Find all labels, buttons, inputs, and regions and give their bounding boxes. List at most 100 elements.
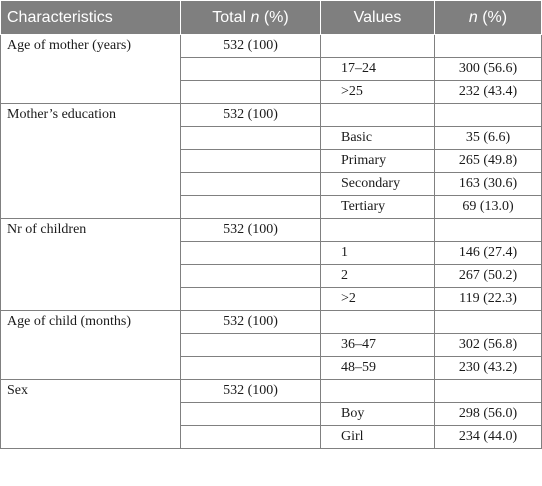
characteristic-cell-empty	[0, 172, 181, 196]
characteristic-cell-empty	[0, 241, 181, 265]
value-cell: >2	[320, 287, 435, 311]
characteristic-cell: Age of child (months)	[0, 310, 181, 334]
total-cell: 532 (100)	[180, 34, 321, 58]
n-cell: 298 (56.0)	[434, 402, 542, 426]
table-row: 36–47 302 (56.8)	[0, 333, 542, 357]
total-cell-empty	[180, 287, 321, 311]
total-cell: 532 (100)	[180, 218, 321, 242]
n-cell: 267 (50.2)	[434, 264, 542, 288]
value-cell: 48–59	[320, 356, 435, 380]
characteristic-cell-empty	[0, 149, 181, 173]
n-cell: 234 (44.0)	[434, 425, 542, 449]
characteristic-cell-empty	[0, 126, 181, 150]
characteristic-cell-empty	[0, 287, 181, 311]
total-cell-empty	[180, 195, 321, 219]
characteristic-cell: Nr of children	[0, 218, 181, 242]
characteristics-table: Characteristics Total n (%) Values n (%)…	[0, 0, 542, 449]
characteristic-cell-empty	[0, 195, 181, 219]
header-total-prefix: Total	[212, 8, 251, 26]
n-cell: 232 (43.4)	[434, 80, 542, 104]
characteristic-cell-empty	[0, 425, 181, 449]
value-cell: 36–47	[320, 333, 435, 357]
header-values: Values	[320, 0, 435, 35]
n-cell-empty	[434, 34, 542, 58]
n-cell-empty	[434, 379, 542, 403]
n-cell-empty	[434, 310, 542, 334]
total-cell-empty	[180, 264, 321, 288]
total-cell: 532 (100)	[180, 103, 321, 127]
header-n-label: n	[468, 8, 478, 26]
n-cell-empty	[434, 103, 542, 127]
total-cell-empty	[180, 333, 321, 357]
table-row: 1 146 (27.4)	[0, 241, 542, 265]
table-row: Nr of children 532 (100)	[0, 218, 542, 242]
total-cell-empty	[180, 356, 321, 380]
table-row: Sex 532 (100)	[0, 379, 542, 403]
characteristic-cell-empty	[0, 333, 181, 357]
value-cell: 17–24	[320, 57, 435, 81]
characteristic-cell: Sex	[0, 379, 181, 403]
characteristic-cell-empty	[0, 264, 181, 288]
header-total: Total n (%)	[180, 0, 321, 35]
value-cell: Tertiary	[320, 195, 435, 219]
value-cell-empty	[320, 103, 435, 127]
characteristic-cell: Mother’s education	[0, 103, 181, 127]
table-row: >25 232 (43.4)	[0, 80, 542, 104]
table-row: Basic 35 (6.6)	[0, 126, 542, 150]
table-row: Age of child (months) 532 (100)	[0, 310, 542, 334]
characteristic-cell: Age of mother (years)	[0, 34, 181, 58]
table-row: 17–24 300 (56.6)	[0, 57, 542, 81]
n-cell: 119 (22.3)	[434, 287, 542, 311]
table-row: Boy 298 (56.0)	[0, 402, 542, 426]
value-cell-empty	[320, 218, 435, 242]
n-cell: 302 (56.8)	[434, 333, 542, 357]
value-cell-empty	[320, 379, 435, 403]
characteristic-cell-empty	[0, 402, 181, 426]
table-row: >2 119 (22.3)	[0, 287, 542, 311]
characteristic-cell-empty	[0, 57, 181, 81]
n-cell: 69 (13.0)	[434, 195, 542, 219]
table-row: 48–59 230 (43.2)	[0, 356, 542, 380]
header-total-n: n	[250, 8, 260, 26]
value-cell: 2	[320, 264, 435, 288]
table-body: Age of mother (years) 532 (100) 17–24 300 (…	[0, 34, 542, 449]
total-cell-empty	[180, 149, 321, 173]
value-cell: 1	[320, 241, 435, 265]
total-cell-empty	[180, 425, 321, 449]
value-cell: Boy	[320, 402, 435, 426]
characteristic-cell-empty	[0, 356, 181, 380]
n-cell: 265 (49.8)	[434, 149, 542, 173]
n-cell-empty	[434, 218, 542, 242]
characteristic-cell-empty	[0, 80, 181, 104]
total-cell-empty	[180, 126, 321, 150]
table-row: 2 267 (50.2)	[0, 264, 542, 288]
total-cell: 532 (100)	[180, 310, 321, 334]
value-cell: Basic	[320, 126, 435, 150]
n-cell: 146 (27.4)	[434, 241, 542, 265]
header-total-suffix: (%)	[259, 8, 289, 26]
value-cell-empty	[320, 34, 435, 58]
total-cell-empty	[180, 80, 321, 104]
total-cell-empty	[180, 241, 321, 265]
table-row: Secondary 163 (30.6)	[0, 172, 542, 196]
value-cell: Secondary	[320, 172, 435, 196]
table-row: Tertiary 69 (13.0)	[0, 195, 542, 219]
table-row: Mother’s education 532 (100)	[0, 103, 542, 127]
n-cell: 35 (6.6)	[434, 126, 542, 150]
n-cell: 163 (30.6)	[434, 172, 542, 196]
total-cell-empty	[180, 402, 321, 426]
total-cell-empty	[180, 172, 321, 196]
value-cell-empty	[320, 310, 435, 334]
header-characteristics: Characteristics	[0, 0, 181, 35]
value-cell: >25	[320, 80, 435, 104]
n-cell: 230 (43.2)	[434, 356, 542, 380]
n-cell: 300 (56.6)	[434, 57, 542, 81]
header-n: n (%)	[434, 0, 542, 35]
header-n-suffix: (%)	[477, 8, 508, 26]
total-cell: 532 (100)	[180, 379, 321, 403]
total-cell-empty	[180, 57, 321, 81]
value-cell: Primary	[320, 149, 435, 173]
value-cell: Girl	[320, 425, 435, 449]
header-row: Characteristics Total n (%) Values n (%)	[0, 0, 542, 35]
table-row: Age of mother (years) 532 (100)	[0, 34, 542, 58]
